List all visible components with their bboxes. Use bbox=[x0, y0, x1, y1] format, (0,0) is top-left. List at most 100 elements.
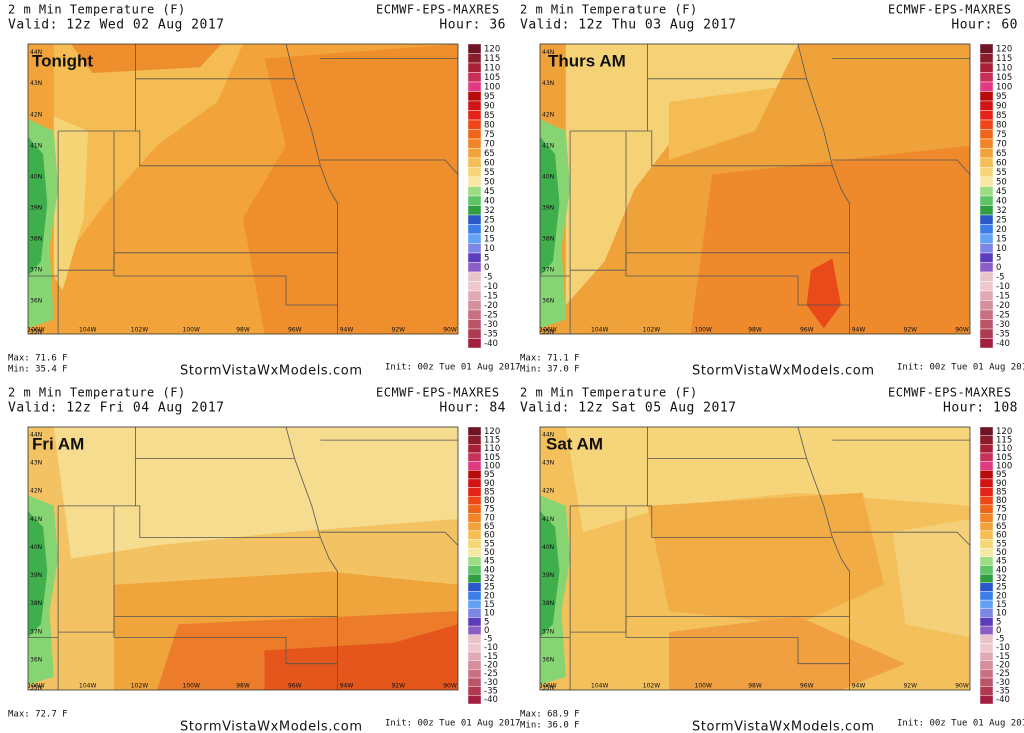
colorbar-label: -10 bbox=[996, 282, 1010, 292]
colorbar-label: 55 bbox=[484, 168, 495, 178]
model-name: ECMWF-EPS-MAXRES bbox=[888, 386, 1012, 400]
state-border bbox=[58, 130, 321, 167]
colorbar-box bbox=[467, 129, 482, 140]
colorbar-box bbox=[467, 110, 482, 121]
longitude-label: 106W bbox=[539, 327, 556, 334]
colorbar-label: -25 bbox=[484, 669, 498, 679]
map-panel: 2 m Min Temperature (F) ECMWF-EPS-MAXRES V… bbox=[8, 3, 520, 379]
colorbar-box bbox=[979, 195, 994, 206]
colorbar-label: 15 bbox=[996, 234, 1007, 244]
colorbar-box bbox=[979, 290, 994, 301]
colorbar-box bbox=[979, 252, 994, 263]
valid-time: Valid: 12z Thu 03 Aug 2017 bbox=[520, 18, 737, 33]
colorbar-label: 0 bbox=[484, 626, 489, 636]
forecast-hour: Hour: 84 bbox=[439, 401, 506, 416]
colorbar-box bbox=[979, 119, 994, 130]
latitude-label: 39N bbox=[542, 204, 554, 211]
colorbar-label: -35 bbox=[996, 329, 1010, 339]
colorbar-box bbox=[979, 599, 994, 609]
colorbar-box bbox=[467, 608, 482, 618]
longitude-label: 100W bbox=[183, 683, 200, 690]
longitude-label: 104W bbox=[591, 683, 608, 690]
valid-time: Valid: 12z Wed 02 Aug 2017 bbox=[8, 18, 225, 33]
state-border bbox=[114, 637, 338, 665]
longitude-label: 94W bbox=[340, 683, 354, 690]
longitude-label: 100W bbox=[695, 327, 712, 334]
colorbar-box bbox=[467, 617, 482, 627]
colorbar-box bbox=[979, 556, 994, 566]
map-area bbox=[28, 427, 458, 690]
colorbar-label: -25 bbox=[996, 310, 1010, 320]
colorbar-label: 110 bbox=[484, 444, 500, 454]
latitude-label: 44N bbox=[542, 431, 554, 438]
state-border bbox=[285, 44, 339, 334]
longitude-label: 96W bbox=[800, 327, 814, 334]
colorbar-box bbox=[979, 539, 994, 549]
latitude-label: 42N bbox=[30, 111, 42, 118]
colorbar-label: 20 bbox=[996, 591, 1007, 601]
colorbar-box bbox=[979, 677, 994, 687]
colorbar-label: 65 bbox=[996, 522, 1007, 532]
map-area bbox=[540, 427, 970, 690]
panel-tag: Sat AM bbox=[546, 434, 603, 453]
latitude-label: 37N bbox=[30, 628, 42, 635]
colorbar-label: -15 bbox=[996, 652, 1010, 662]
colorbar-label: 75 bbox=[484, 130, 495, 140]
map-frame bbox=[539, 426, 971, 691]
colorbar-box bbox=[467, 100, 482, 111]
longitude-label: 106W bbox=[539, 683, 556, 690]
colorbar-label: 65 bbox=[996, 149, 1007, 159]
map-frame bbox=[27, 43, 459, 335]
colorbar-label: 45 bbox=[484, 557, 495, 567]
colorbar-box bbox=[467, 452, 482, 462]
colorbar-box bbox=[467, 72, 482, 83]
colorbar-label: 105 bbox=[996, 73, 1012, 83]
colorbar-box bbox=[979, 157, 994, 168]
latitude-label: 42N bbox=[30, 488, 42, 495]
colorbar-box bbox=[979, 686, 994, 696]
colorbar-label: 5 bbox=[996, 253, 1001, 263]
map-panel: 2 m Min Temperature (F) ECMWF-EPS-MAXRES V… bbox=[8, 386, 520, 733]
colorbar-box bbox=[979, 591, 994, 601]
colorbar-label: 55 bbox=[484, 539, 495, 549]
map-panel: 2 m Min Temperature (F) ECMWF-EPS-MAXRES V… bbox=[520, 3, 1024, 379]
colorbar-box bbox=[979, 478, 994, 488]
latitude-label: 39N bbox=[542, 572, 554, 579]
colorbar-label: 120 bbox=[484, 44, 500, 54]
max-temp: Max: 68.9 F bbox=[520, 710, 580, 720]
longitude-label: 96W bbox=[288, 683, 302, 690]
colorbar-label: -20 bbox=[484, 661, 498, 671]
colorbar-box bbox=[467, 81, 482, 92]
colorbar-box bbox=[467, 539, 482, 549]
colorbar-box bbox=[979, 530, 994, 540]
panel-title: 2 m Min Temperature (F) bbox=[8, 386, 186, 400]
colorbar-box bbox=[979, 573, 994, 584]
colorbar-label: 55 bbox=[996, 539, 1007, 549]
panel-title: 2 m Min Temperature (F) bbox=[8, 3, 186, 17]
state-border bbox=[58, 505, 321, 538]
colorbar-box bbox=[979, 81, 994, 92]
longitude-label: 98W bbox=[748, 327, 762, 334]
site-name: StormVistaWxModels.com bbox=[180, 720, 363, 733]
colorbar-box bbox=[979, 643, 994, 653]
forecast-hour: Hour: 36 bbox=[439, 18, 506, 33]
colorbar-label: 70 bbox=[484, 139, 495, 149]
init-time: Init: 00z Tue 01 Aug 2017 bbox=[385, 363, 520, 373]
colorbar-label: 110 bbox=[484, 63, 500, 73]
colorbar-label: -30 bbox=[996, 678, 1010, 688]
colorbar-box bbox=[467, 290, 482, 301]
colorbar-label: 75 bbox=[484, 505, 495, 515]
temperature-region bbox=[669, 87, 777, 160]
longitude-label: 102W bbox=[131, 327, 148, 334]
colorbar-box bbox=[467, 582, 482, 592]
colorbar-box bbox=[979, 444, 994, 454]
colorbar-label: -10 bbox=[484, 282, 498, 292]
colorbar-label: -40 bbox=[996, 339, 1010, 349]
colorbar-box bbox=[979, 522, 994, 532]
colorbar-box bbox=[467, 319, 482, 330]
latitude-label: 44N bbox=[30, 431, 42, 438]
colorbar-box bbox=[979, 625, 994, 635]
colorbar-label: -15 bbox=[484, 652, 498, 662]
